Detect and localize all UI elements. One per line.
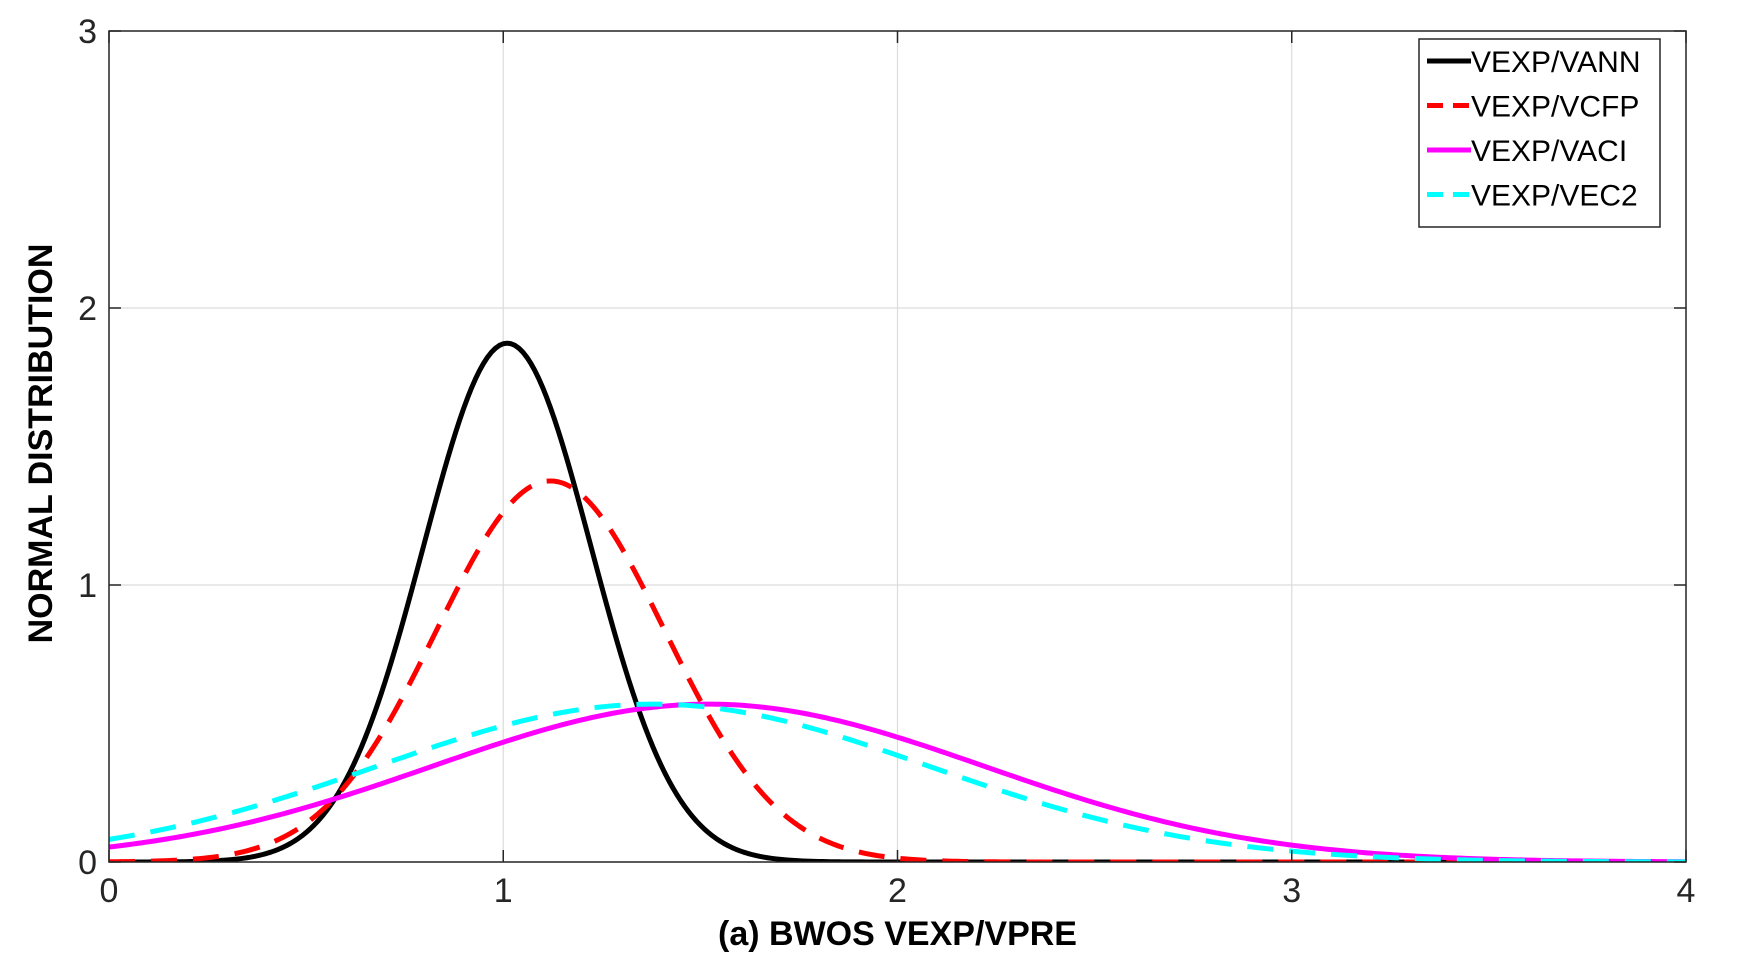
y-tick-label: 1 — [78, 567, 97, 605]
x-axis-title: (a) BWOS VEXP/VPRE — [718, 915, 1077, 953]
series-line-vexp-vec2 — [109, 701, 1686, 862]
legend-label: VEXP/VANN — [1471, 46, 1641, 79]
x-tick-label: 2 — [888, 872, 907, 910]
legend-label: VEXP/VCFP — [1471, 91, 1639, 124]
x-tick-label: 0 — [100, 872, 119, 910]
legend-entry: VEXP/VEC2 — [1427, 180, 1638, 213]
x-tick-label: 3 — [1282, 872, 1301, 910]
axis-ticks: 0 1 2 3 4 0 1 2 3 — [78, 13, 1695, 910]
x-tick-label: 4 — [1677, 872, 1696, 910]
legend-entry: VEXP/VACI — [1427, 135, 1627, 168]
legend-label: VEXP/VEC2 — [1471, 180, 1638, 213]
legend: VEXP/VANN VEXP/VCFP VEXP/VACI VEXP/VEC2 — [1418, 38, 1661, 228]
series-line-vexp-vcfp — [109, 478, 1686, 862]
y-axis-title: NORMAL DISTRIBUTION — [22, 244, 60, 644]
x-tick-label: 1 — [494, 872, 513, 910]
legend-entry: VEXP/VANN — [1427, 46, 1641, 79]
y-tick-label: 2 — [78, 290, 97, 328]
y-tick-label: 0 — [78, 844, 97, 882]
legend-label: VEXP/VACI — [1471, 135, 1627, 168]
y-tick-label: 3 — [78, 13, 97, 51]
legend-entry: VEXP/VCFP — [1427, 91, 1639, 124]
